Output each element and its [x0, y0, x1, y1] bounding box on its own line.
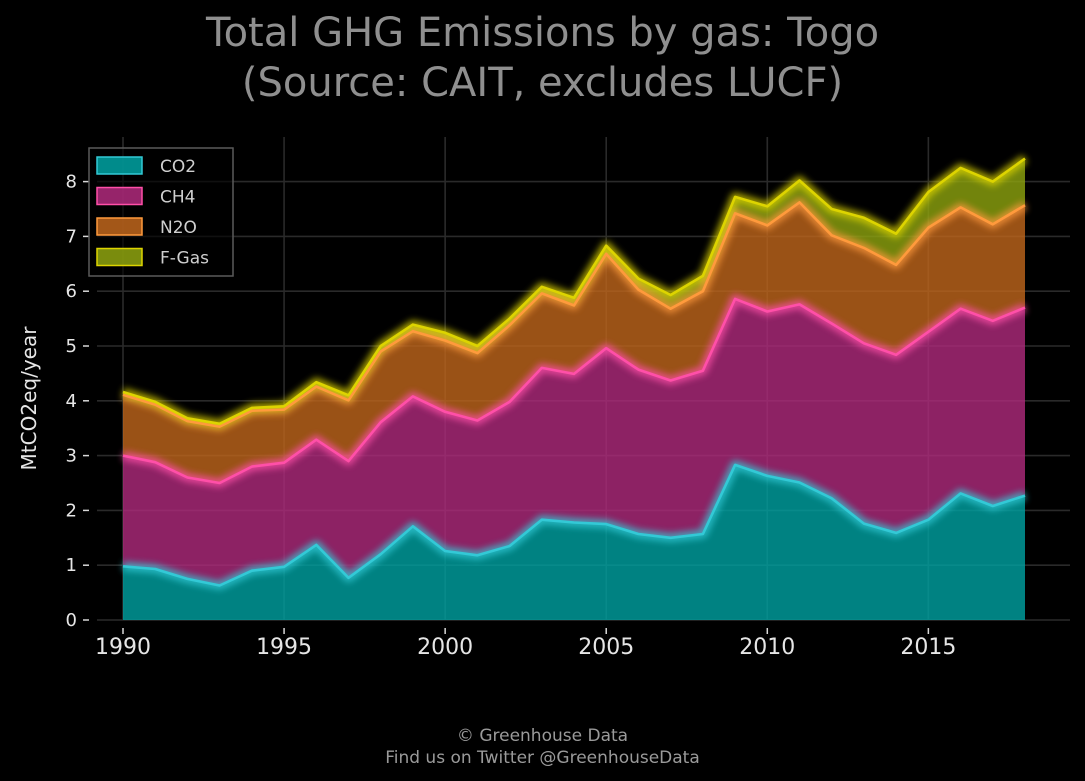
x-tick-label: 2015 [900, 635, 956, 660]
y-tick-label: 6 [66, 281, 77, 302]
legend-swatch-n2o [96, 217, 143, 236]
y-tick-label: 7 [66, 226, 77, 247]
footer: © Greenhouse Data Find us on Twitter @Gr… [0, 725, 1085, 769]
y-tick-label: 0 [66, 610, 77, 631]
chart-area: 0 1 2 3 4 5 6 7 8 1990 1995 2000 2005 2010 2015 MtCO2eq… [17, 137, 1070, 660]
y-axis-label: MtCO2eq/year [17, 326, 41, 471]
axes: 0 1 2 3 4 5 6 7 8 1990 1995 2000 2005 2010 2015 MtCO2eq… [17, 172, 956, 660]
chart-title-line-2: (Source: CAIT, excludes LUCF) [241, 60, 844, 106]
legend: CO2 CH4 N2O F-Gas [88, 147, 234, 277]
footer-twitter: Find us on Twitter @GreenhouseData [385, 748, 700, 768]
line-n2o [122, 201, 1026, 428]
y-tick-label: 8 [66, 172, 77, 193]
area-n2o [123, 202, 1025, 483]
legend-swatch-co2 [96, 156, 143, 175]
series-lines [122, 157, 1026, 587]
x-tick-label: 1995 [256, 635, 312, 660]
x-tick-label: 2010 [739, 635, 795, 660]
x-tick-label: 2005 [578, 635, 634, 660]
legend-label-co2: CO2 [160, 157, 196, 177]
y-tick-label: 4 [66, 391, 77, 412]
legend-swatch-ch4 [96, 186, 143, 206]
x-tick-label: 1990 [95, 635, 151, 660]
legend-swatch-f-gas [96, 247, 143, 267]
chart-title-line-1: Total GHG Emissions by gas: Togo [205, 10, 880, 56]
y-tick-label: 1 [66, 555, 77, 576]
chart-title: Total GHG Emissions by gas: Togo (Source… [0, 8, 1085, 108]
x-tick-label: 2000 [417, 635, 473, 660]
y-tick-label: 5 [66, 336, 77, 357]
line-f-gas [122, 157, 1026, 426]
line-ch4 [122, 297, 1026, 485]
y-tick-label: 2 [66, 500, 77, 521]
area-ch4 [123, 298, 1025, 586]
legend-label-f-gas: F-Gas [160, 249, 209, 269]
legend-label-n2o: N2O [160, 218, 197, 238]
line-co2 [122, 463, 1026, 587]
footer-copyright: © Greenhouse Data [456, 726, 629, 746]
legend-label-ch4: CH4 [160, 188, 195, 208]
y-tick-label: 3 [66, 446, 77, 467]
